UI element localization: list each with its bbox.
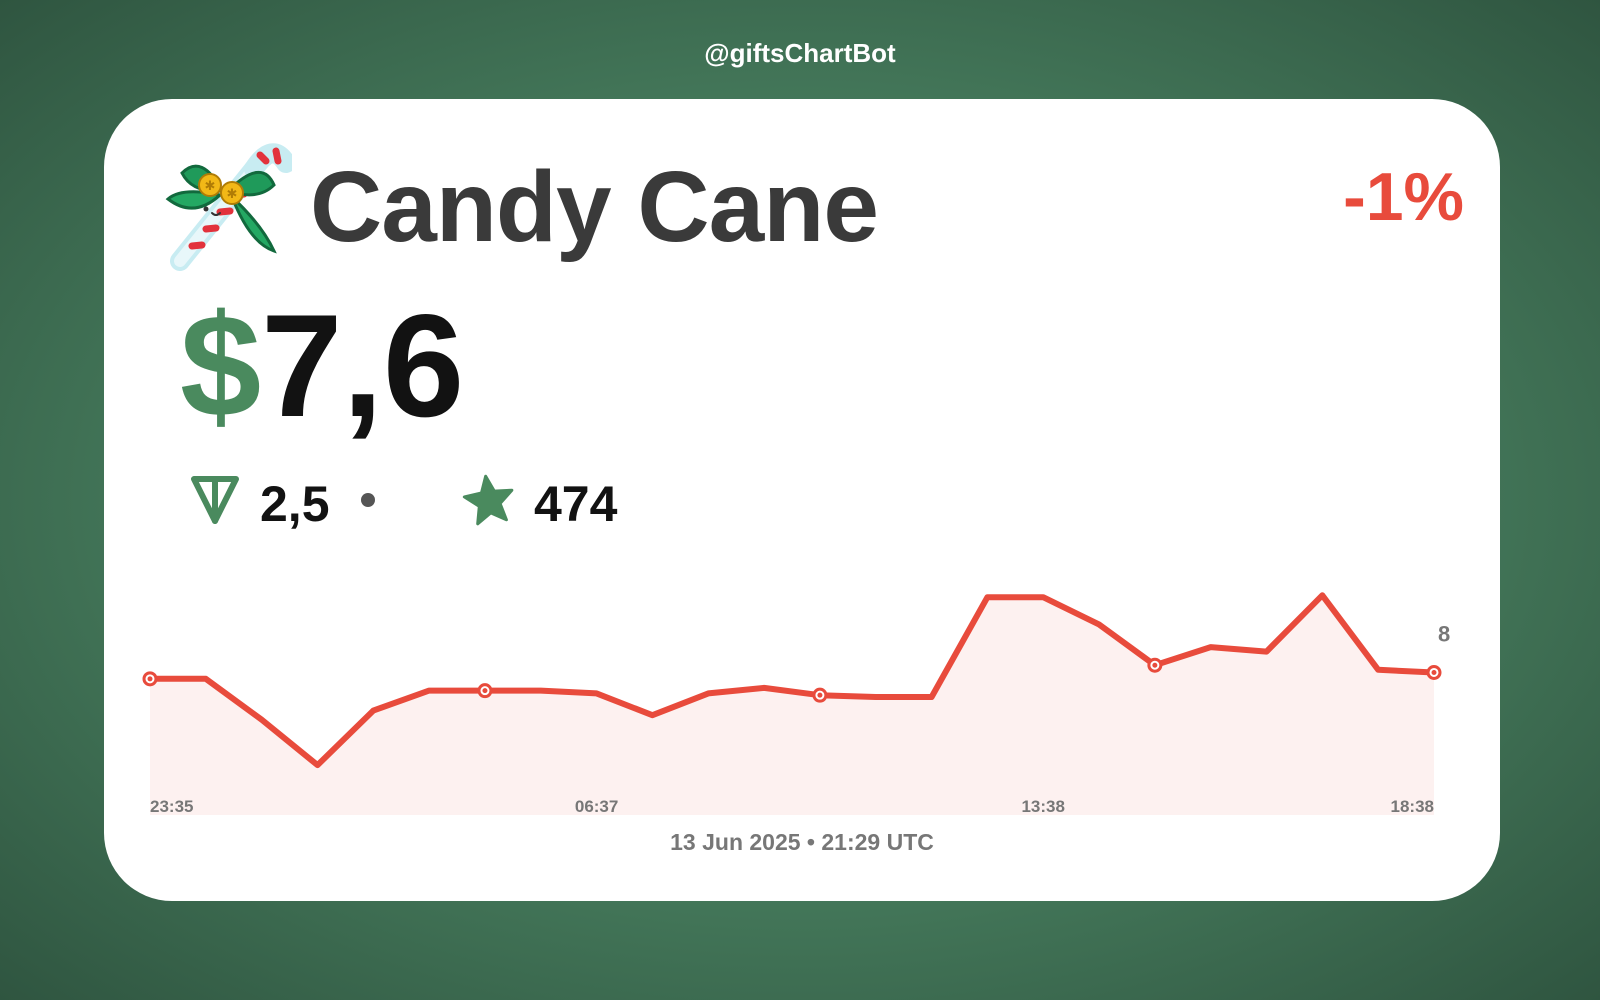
gift-name: Candy Cane bbox=[310, 151, 879, 263]
chart-point-center bbox=[1431, 669, 1437, 675]
chart-line bbox=[147, 592, 1437, 769]
chart-point-center bbox=[1152, 662, 1158, 668]
price-value: 7,6 bbox=[261, 284, 465, 447]
y-tick-label: 8 bbox=[1438, 621, 1450, 646]
chart-point-center bbox=[147, 676, 153, 682]
bot-handle: @giftsChartBot bbox=[704, 38, 896, 68]
x-tick-label: 13:38 bbox=[1021, 797, 1064, 816]
star-icon bbox=[462, 474, 514, 526]
timestamp: 13 Jun 2025 • 21:29 UTC bbox=[670, 829, 934, 855]
chart-point-center bbox=[817, 692, 823, 698]
price-change-badge: -1% bbox=[1343, 159, 1464, 235]
ton-price: 2,5 bbox=[260, 476, 330, 532]
star-price: 474 bbox=[534, 476, 618, 532]
currency-symbol: $ bbox=[180, 284, 262, 447]
x-tick-label: 18:38 bbox=[1391, 797, 1434, 816]
gift-card: ✱ ✱ Candy Cane -1% $7,6 2,5 474 23:35 06:… bbox=[104, 99, 1500, 901]
separator-dot bbox=[361, 493, 375, 507]
chart-point-center bbox=[482, 688, 488, 694]
usd-price: $7,6 bbox=[180, 293, 464, 439]
x-tick-label: 06:37 bbox=[575, 797, 618, 816]
x-tick-label: 23:35 bbox=[150, 797, 193, 816]
chart-area-fill bbox=[150, 595, 1434, 815]
price-chart: 23:35 06:37 13:38 18:38 8 bbox=[142, 592, 1450, 816]
ton-icon bbox=[191, 476, 239, 524]
candy-cane-icon: ✱ ✱ bbox=[165, 143, 292, 271]
svg-text:✱: ✱ bbox=[227, 187, 238, 202]
svg-text:✱: ✱ bbox=[205, 179, 216, 194]
